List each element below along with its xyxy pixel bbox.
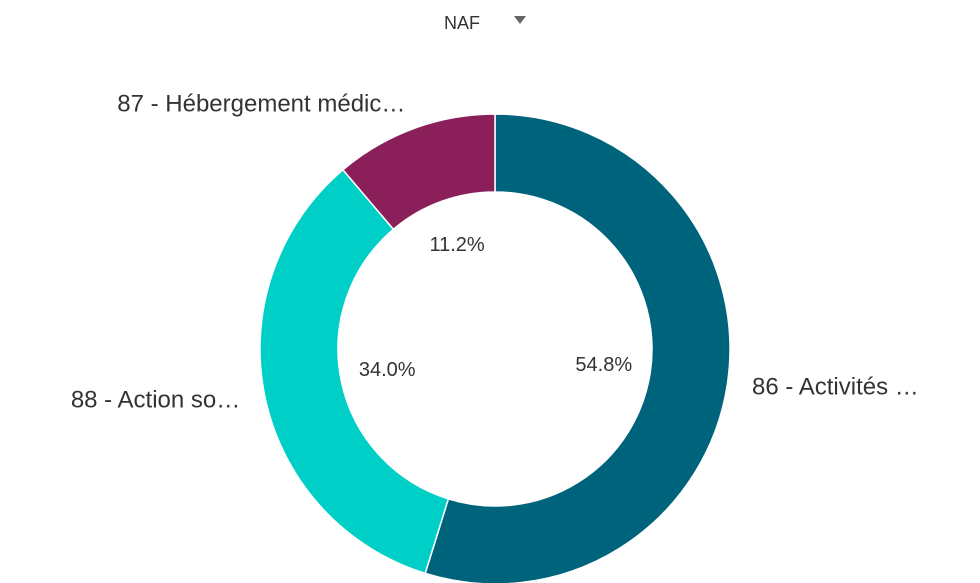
title-dropdown[interactable]: NAF — [444, 13, 526, 33]
slice-category-label: 87 - Hébergement médic… — [117, 90, 405, 117]
chart-title[interactable]: NAF — [444, 13, 480, 33]
dropdown-arrow[interactable] — [514, 16, 526, 24]
slice-value-label: 34.0% — [359, 359, 416, 381]
slice-value-label: 54.8% — [575, 354, 632, 376]
slice — [341, 113, 496, 231]
slice-category-label: 88 - Action so… — [71, 386, 240, 413]
slice — [424, 113, 731, 583]
slice-category-label: 86 - Activités … — [752, 373, 919, 400]
slice — [259, 168, 450, 575]
slice-value-label: 11.2% — [429, 234, 484, 256]
